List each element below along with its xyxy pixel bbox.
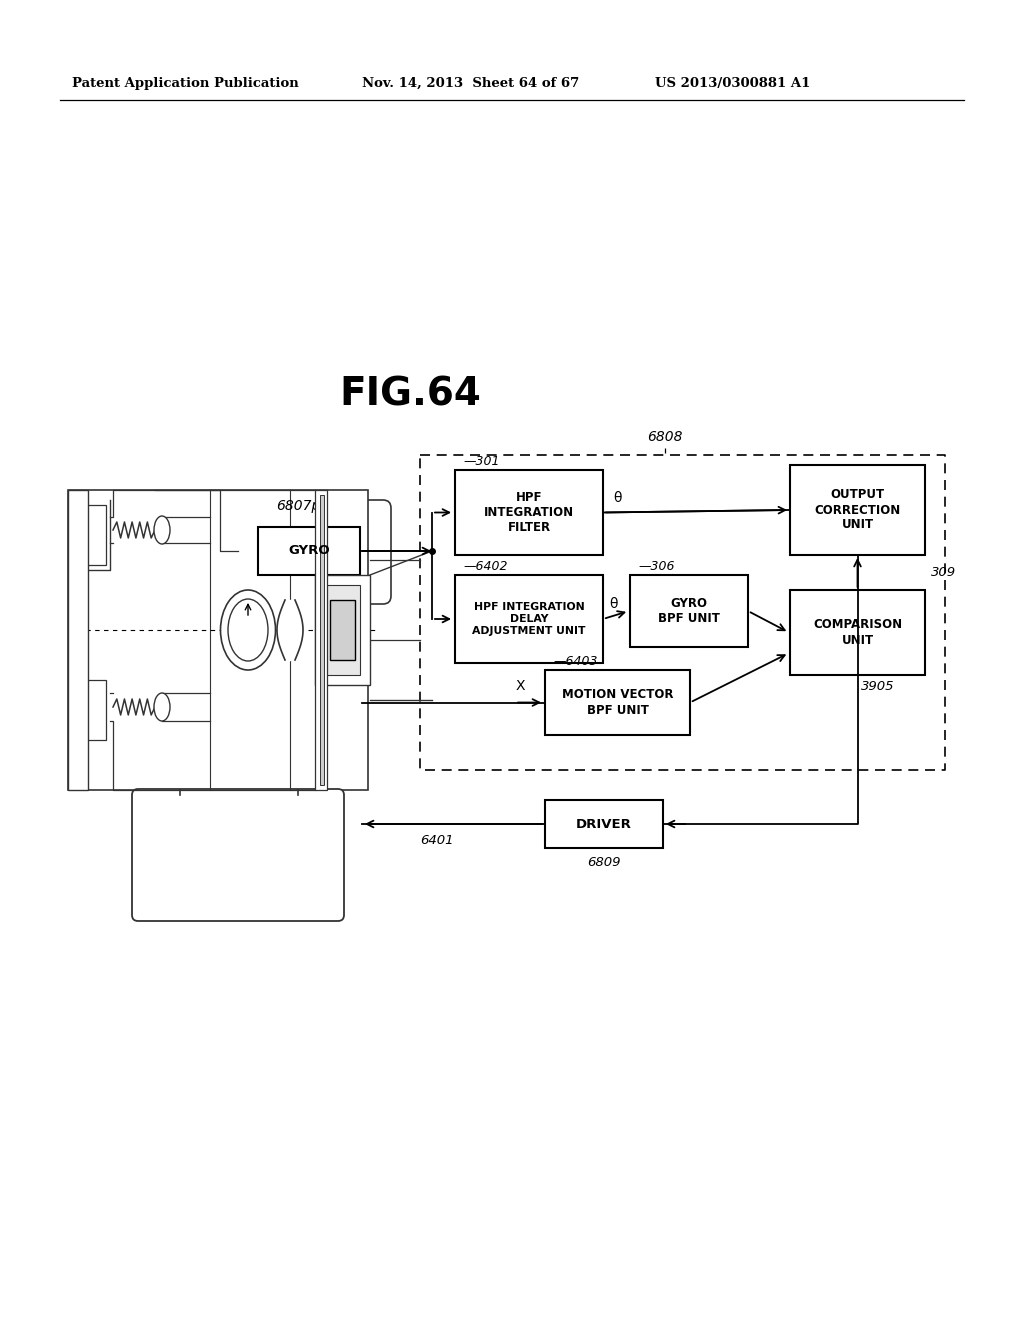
Text: 309: 309 bbox=[931, 566, 956, 579]
Bar bbox=[319, 495, 324, 785]
Ellipse shape bbox=[228, 599, 268, 661]
Text: DRIVER: DRIVER bbox=[577, 817, 632, 830]
Text: US 2013/0300881 A1: US 2013/0300881 A1 bbox=[655, 77, 810, 90]
Bar bbox=[790, 590, 925, 675]
Text: 6809: 6809 bbox=[587, 855, 621, 869]
Bar bbox=[790, 465, 925, 554]
Text: COMPARISON
UNIT: COMPARISON UNIT bbox=[813, 619, 902, 647]
Bar bbox=[630, 576, 748, 647]
Bar bbox=[315, 490, 327, 789]
Text: Nov. 14, 2013  Sheet 64 of 67: Nov. 14, 2013 Sheet 64 of 67 bbox=[362, 77, 580, 90]
Text: X: X bbox=[515, 678, 525, 693]
Bar bbox=[82, 680, 106, 741]
Text: —306: —306 bbox=[638, 560, 675, 573]
Text: FIG.64: FIG.64 bbox=[339, 376, 481, 414]
Text: —6403: —6403 bbox=[553, 655, 597, 668]
Text: GYRO: GYRO bbox=[288, 544, 330, 557]
Text: Patent Application Publication: Patent Application Publication bbox=[72, 77, 299, 90]
Text: —301: —301 bbox=[463, 455, 500, 469]
Text: OUTPUT
CORRECTION
UNIT: OUTPUT CORRECTION UNIT bbox=[814, 488, 901, 532]
Bar bbox=[545, 671, 690, 735]
Text: HPF INTEGRATION
DELAY
ADJUSTMENT UNIT: HPF INTEGRATION DELAY ADJUSTMENT UNIT bbox=[472, 602, 586, 636]
Text: —6402: —6402 bbox=[463, 560, 508, 573]
Text: HPF
INTEGRATION
FILTER: HPF INTEGRATION FILTER bbox=[484, 491, 574, 535]
Bar bbox=[68, 490, 368, 789]
Text: θ: θ bbox=[613, 491, 622, 504]
FancyBboxPatch shape bbox=[132, 789, 344, 921]
Text: 6808: 6808 bbox=[647, 430, 683, 444]
Bar bbox=[455, 470, 603, 554]
Ellipse shape bbox=[220, 590, 275, 671]
Text: 3905: 3905 bbox=[861, 680, 894, 693]
Ellipse shape bbox=[154, 693, 170, 721]
Bar bbox=[330, 601, 355, 660]
Bar bbox=[325, 585, 360, 675]
Bar bbox=[545, 800, 663, 847]
Bar bbox=[82, 506, 106, 565]
FancyBboxPatch shape bbox=[230, 500, 391, 605]
Bar bbox=[68, 490, 88, 789]
Bar bbox=[315, 576, 370, 685]
Text: θ: θ bbox=[609, 597, 617, 611]
Text: 6401: 6401 bbox=[420, 834, 454, 847]
Bar bbox=[258, 527, 360, 576]
Text: GYRO
BPF UNIT: GYRO BPF UNIT bbox=[658, 597, 720, 624]
Bar bbox=[455, 576, 603, 663]
Ellipse shape bbox=[154, 516, 170, 544]
Text: MOTION VECTOR
BPF UNIT: MOTION VECTOR BPF UNIT bbox=[562, 689, 673, 717]
Text: 6807p: 6807p bbox=[276, 499, 321, 513]
